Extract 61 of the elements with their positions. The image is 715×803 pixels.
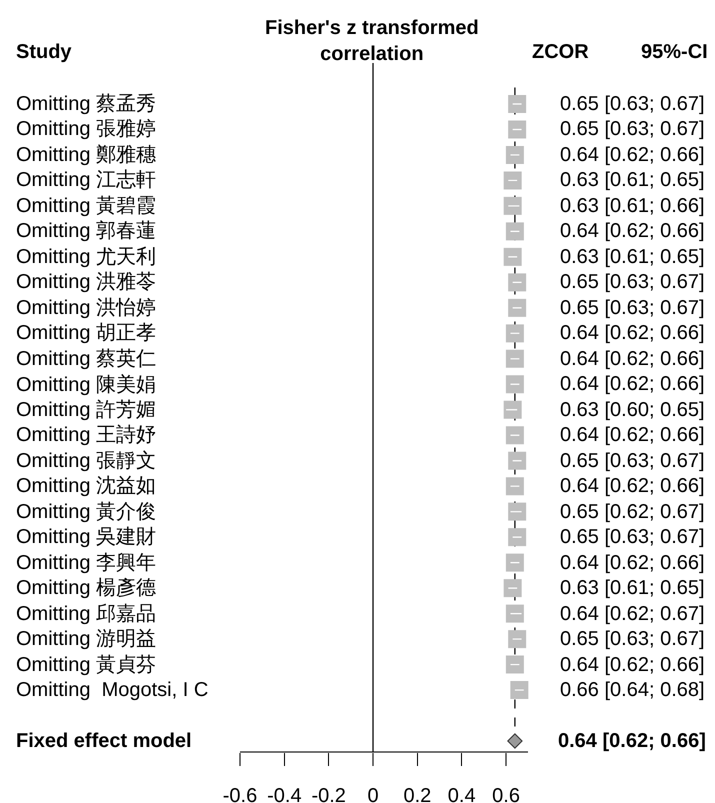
- data-label: 0.64 [0.62; 0.66]: [560, 348, 705, 370]
- data-label: 0.64 [0.62; 0.66]: [560, 322, 705, 344]
- x-tick-label: 0: [367, 784, 379, 803]
- y-tick-label: Omitting 尤天利: [16, 246, 156, 268]
- y-tick-label: Omitting 江志軒: [16, 169, 156, 191]
- y-tick-label: Omitting 黃介俊: [16, 501, 156, 523]
- data-label: 0.63 [0.61; 0.66]: [560, 195, 705, 217]
- x-tick-label: 0.2: [403, 784, 432, 803]
- y-tick-label: Omitting 蔡英仁: [16, 348, 156, 370]
- y-tick-label: Omitting 邱嘉品: [16, 603, 156, 625]
- data-label: 0.65 [0.63; 0.67]: [560, 297, 705, 319]
- x-tick-label: 0.4: [448, 784, 476, 803]
- data-label: 0.66 [0.64; 0.68]: [560, 679, 705, 701]
- y-tick-label: Omitting 張雅婷: [16, 118, 156, 140]
- x-tick-label: -0.2: [311, 784, 346, 803]
- y-tick-label: Omitting 王詩妤: [16, 424, 156, 446]
- y-tick-label: Omitting 黃貞芬: [16, 654, 156, 676]
- data-label: 0.64 [0.62; 0.67]: [560, 603, 705, 625]
- y-tick-label: Omitting 胡正孝: [16, 322, 156, 344]
- data-label: 0.64 [0.62; 0.66]: [560, 220, 705, 242]
- y-tick-label: Omitting 蔡孟秀: [16, 93, 156, 115]
- x-tick-label: -0.6: [222, 784, 258, 803]
- data-label: 0.65 [0.62; 0.67]: [560, 501, 705, 523]
- data-label: 0.64 [0.62; 0.66]: [558, 730, 706, 752]
- data-label: 0.65 [0.63; 0.67]: [560, 628, 705, 650]
- y-tick-label: Omitting 游明益: [16, 628, 156, 650]
- text: ZCOR: [532, 41, 590, 63]
- y-tick-label: Omitting 黃碧霞: [16, 195, 156, 217]
- y-tick-label: Fixed effect model: [16, 730, 192, 752]
- y-tick-label: Omitting Mogotsi, I C: [16, 679, 208, 701]
- data-label: 0.63 [0.60; 0.65]: [560, 399, 705, 421]
- y-tick-label: Omitting 吳建財: [16, 526, 156, 548]
- data-label: 0.65 [0.63; 0.67]: [560, 93, 705, 115]
- data-label: 0.64 [0.62; 0.66]: [560, 424, 705, 446]
- x-tick-label: 0.6: [492, 784, 520, 803]
- y-tick-label: Omitting 楊彥德: [16, 577, 156, 599]
- data-label: 0.63 [0.61; 0.65]: [560, 246, 705, 268]
- y-tick-label: Omitting 許芳媚: [16, 399, 156, 421]
- data-label: 0.65 [0.63; 0.67]: [560, 271, 705, 293]
- y-tick-label: Omitting 張靜文: [16, 450, 156, 472]
- data-label: 0.63 [0.61; 0.65]: [560, 577, 705, 599]
- x-tick-label: -0.4: [267, 784, 302, 803]
- y-tick-label: Omitting 郭春蓮: [16, 220, 156, 242]
- text: 95%-CI: [641, 41, 708, 63]
- y-tick-label: Omitting 鄭雅穗: [16, 144, 156, 166]
- y-tick-label: Omitting 洪怡婷: [16, 297, 156, 319]
- y-tick-label: Omitting 陳美娟: [16, 373, 156, 396]
- data-label: 0.65 [0.63; 0.67]: [560, 526, 705, 548]
- data-label: 0.64 [0.62; 0.66]: [560, 552, 705, 574]
- y-tick-label: Omitting 沈益如: [16, 475, 156, 497]
- data-label: 0.65 [0.63; 0.67]: [560, 118, 705, 140]
- data-label: 0.64 [0.62; 0.66]: [560, 475, 705, 497]
- data-label: 0.64 [0.62; 0.66]: [560, 144, 705, 166]
- y-tick-label: Omitting 洪雅苓: [16, 271, 156, 293]
- data-label: 0.64 [0.62; 0.66]: [560, 654, 705, 676]
- y-tick-label: Omitting 李興年: [16, 552, 156, 574]
- chart-title: Fisher's z transformed correlation: [265, 17, 479, 65]
- text: Study: [16, 41, 72, 63]
- data-label: 0.65 [0.63; 0.67]: [560, 450, 705, 472]
- data-label: 0.64 [0.62; 0.66]: [560, 373, 705, 395]
- data-label: 0.63 [0.61; 0.65]: [560, 169, 705, 191]
